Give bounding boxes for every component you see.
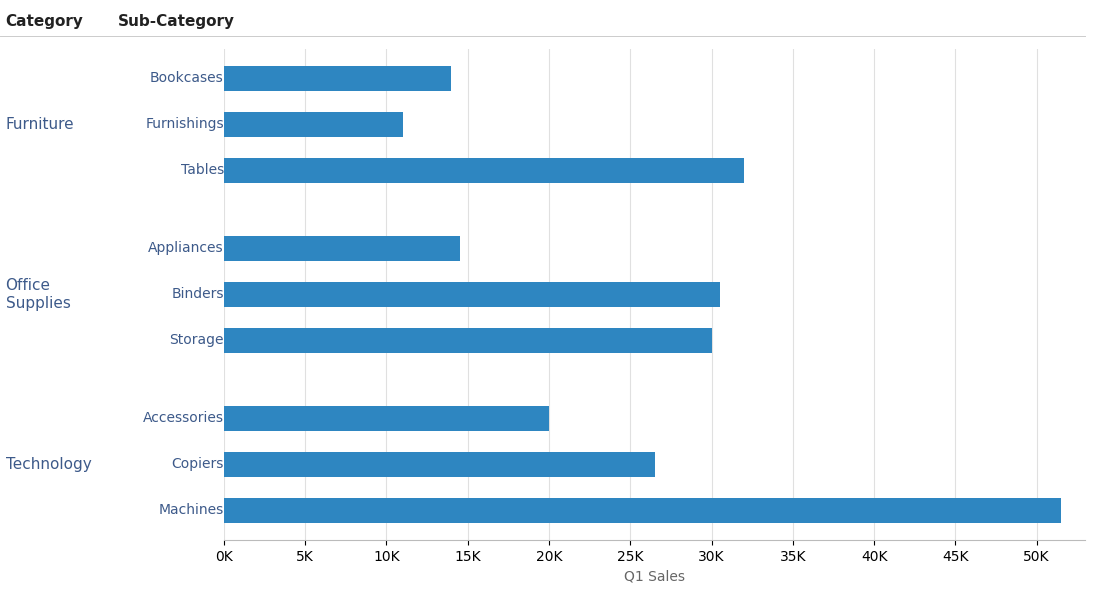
Text: Office
Supplies: Office Supplies [6,278,70,311]
Bar [224,406,549,431]
Text: Appliances: Appliances [148,242,224,256]
Text: Storage: Storage [169,333,224,347]
Bar [224,66,451,91]
Bar [224,498,1061,523]
Bar [224,328,712,353]
Bar [224,282,720,307]
Bar [224,158,744,183]
Text: Copiers: Copiers [171,458,224,472]
Text: Binders: Binders [171,287,224,302]
X-axis label: Q1 Sales: Q1 Sales [624,569,685,583]
Text: Furniture: Furniture [6,117,74,132]
Bar [224,236,460,261]
Text: Furnishings: Furnishings [145,117,224,131]
Text: Sub-Category: Sub-Category [117,14,235,29]
Bar [224,112,403,137]
Bar [224,452,655,477]
Text: Machines: Machines [159,503,224,517]
Text: Category: Category [6,14,84,29]
Text: Bookcases: Bookcases [150,72,224,86]
Text: Technology: Technology [6,457,92,472]
Text: Tables: Tables [180,163,224,177]
Text: Accessories: Accessories [143,412,224,426]
